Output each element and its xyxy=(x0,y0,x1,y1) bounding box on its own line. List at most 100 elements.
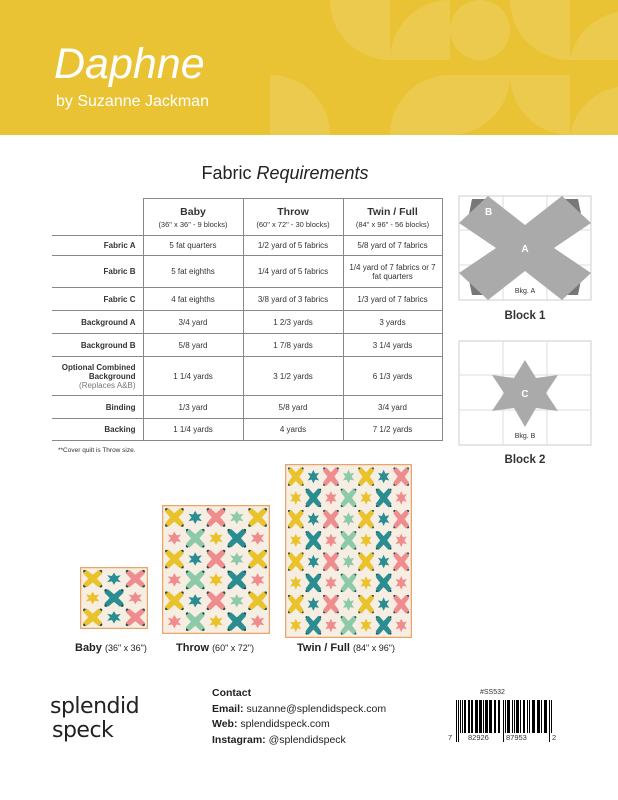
quilt-block-x xyxy=(287,594,304,614)
barcode-bar xyxy=(494,700,496,733)
quilt-block-star xyxy=(360,618,372,633)
quilt-block-star xyxy=(250,573,265,587)
quilt-block-x xyxy=(375,488,392,508)
quilt-block-star xyxy=(85,591,100,605)
contact-block: Contact Email: suzanne@splendidspeck.com… xyxy=(212,686,386,748)
quilt-label-throw: Throw (60" x 72") xyxy=(176,642,254,654)
barcode-bar xyxy=(551,700,552,742)
barcode-bar xyxy=(458,700,459,742)
table-cell: 5/8 yard xyxy=(142,333,244,357)
quilt-block-x xyxy=(206,591,226,611)
row-label: Fabric B xyxy=(52,255,144,288)
barcode-bar xyxy=(527,700,528,733)
quilt-block-star xyxy=(250,531,265,545)
label-a: A xyxy=(521,244,528,255)
quilt-block-star xyxy=(290,576,302,590)
table-cell: 1 1/4 yards xyxy=(142,418,244,441)
quilt-block-star xyxy=(128,591,143,605)
email-link[interactable]: suzanne@splendidspeck.com xyxy=(246,702,387,715)
quilt-block-x xyxy=(248,508,267,527)
quilt-block-star xyxy=(378,554,390,569)
quilt-block-x xyxy=(323,467,339,487)
quilt-block-star xyxy=(167,614,182,629)
table-row: Optional Combined Background (Replaces A&… xyxy=(52,356,443,396)
quilt-block-star xyxy=(167,531,182,545)
barcode-bar xyxy=(512,700,513,733)
quilt-block-x xyxy=(206,508,226,527)
title-plain: Fabric xyxy=(201,163,257,183)
barcode-bar xyxy=(523,700,525,733)
barcode-bar xyxy=(503,700,504,742)
table-cell: 1 2/3 yards xyxy=(242,310,344,334)
quilt-block-x xyxy=(104,589,124,607)
quilt-block-x xyxy=(393,509,410,529)
barcode-bar xyxy=(505,700,506,742)
quilt-block-x xyxy=(185,612,205,631)
title-italic: Requirements xyxy=(256,163,369,183)
barcode-bar xyxy=(498,700,500,733)
quilt-twin-full xyxy=(285,464,412,638)
quilt-block-star xyxy=(342,554,355,569)
quilt-block-star xyxy=(325,618,337,633)
quilt-block-star xyxy=(378,597,390,611)
block-1-diagram: B A Bkg. A xyxy=(458,195,592,301)
quilt-block-x xyxy=(185,528,205,548)
instagram-label: Instagram: xyxy=(212,733,266,746)
sku-number: #SS532 xyxy=(480,689,505,696)
table-cell: 3 1/4 yards xyxy=(342,333,443,357)
barcode-bar xyxy=(532,700,535,733)
quilt-block-star xyxy=(107,572,121,585)
table-cell: 1 7/8 yards xyxy=(242,333,344,357)
quilt-block-x xyxy=(375,530,392,550)
quilt-block-x xyxy=(375,573,392,593)
quilt-block-star xyxy=(188,594,202,608)
web-link[interactable]: splendidspeck.com xyxy=(240,718,330,730)
barcode-bar xyxy=(514,700,515,733)
block-2-label: Block 2 xyxy=(504,454,546,466)
table-row: Binding 1/3 yard 5/8 yard 3/4 yard xyxy=(52,395,443,419)
email-label: Email: xyxy=(212,702,244,715)
quilt-block-x xyxy=(125,608,145,627)
quilt-block-x xyxy=(125,569,145,588)
table-cell: 3/8 yard of 3 fabrics xyxy=(242,287,344,311)
table-cell: 4 yards xyxy=(242,418,344,441)
quilt-block-x xyxy=(305,488,322,508)
quilt-block-star xyxy=(360,491,372,505)
quilt-block-x xyxy=(287,467,304,487)
quilt-block-x xyxy=(165,591,184,611)
quilt-block-x xyxy=(340,615,357,635)
instagram-link[interactable]: @splendidspeck xyxy=(268,733,346,746)
barcode-left-digits: 82926 xyxy=(467,733,490,742)
table-cell: 1/4 yard of 5 fabrics xyxy=(242,255,344,288)
quilt-block-x xyxy=(340,530,357,550)
quilt-baby xyxy=(80,567,148,629)
designer-byline: by Suzanne Jackman xyxy=(56,93,209,110)
quilt-block-x xyxy=(340,573,357,593)
barcode-bar xyxy=(549,700,550,742)
quilt-block-star xyxy=(290,491,302,505)
label-bkg-a: Bkg. A xyxy=(515,288,536,295)
quilt-throw xyxy=(162,505,270,634)
quilt-block-star xyxy=(342,469,355,484)
quilt-block-star xyxy=(188,552,202,566)
quilt-block-star xyxy=(230,594,244,608)
label-b: B xyxy=(485,207,492,218)
barcode-bar xyxy=(485,700,488,733)
quilt-block-star xyxy=(307,597,319,611)
quilt-block-star xyxy=(378,469,390,484)
row-label: Background B xyxy=(52,333,144,357)
web-label: Web: xyxy=(212,718,238,730)
quilt-block-star xyxy=(360,533,372,548)
block-2-diagram: C Bkg. B xyxy=(458,340,592,446)
table-cell: 3 yards xyxy=(342,310,443,334)
quilt-block-star xyxy=(325,533,337,548)
row-label: Fabric A xyxy=(52,235,144,256)
pattern-title: Daphne xyxy=(54,40,205,88)
table-cell: 1/4 yard of 7 fabrics or 7 fat quarters xyxy=(342,255,443,288)
logo-line-2: speck xyxy=(52,718,114,743)
row-label: Binding xyxy=(52,395,144,419)
quilt-block-star xyxy=(342,597,355,611)
barcode-bar xyxy=(489,700,492,733)
quilt-block-star xyxy=(307,512,319,526)
quilt-label-twin-full: Twin / Full (84" x 96") xyxy=(297,642,395,654)
